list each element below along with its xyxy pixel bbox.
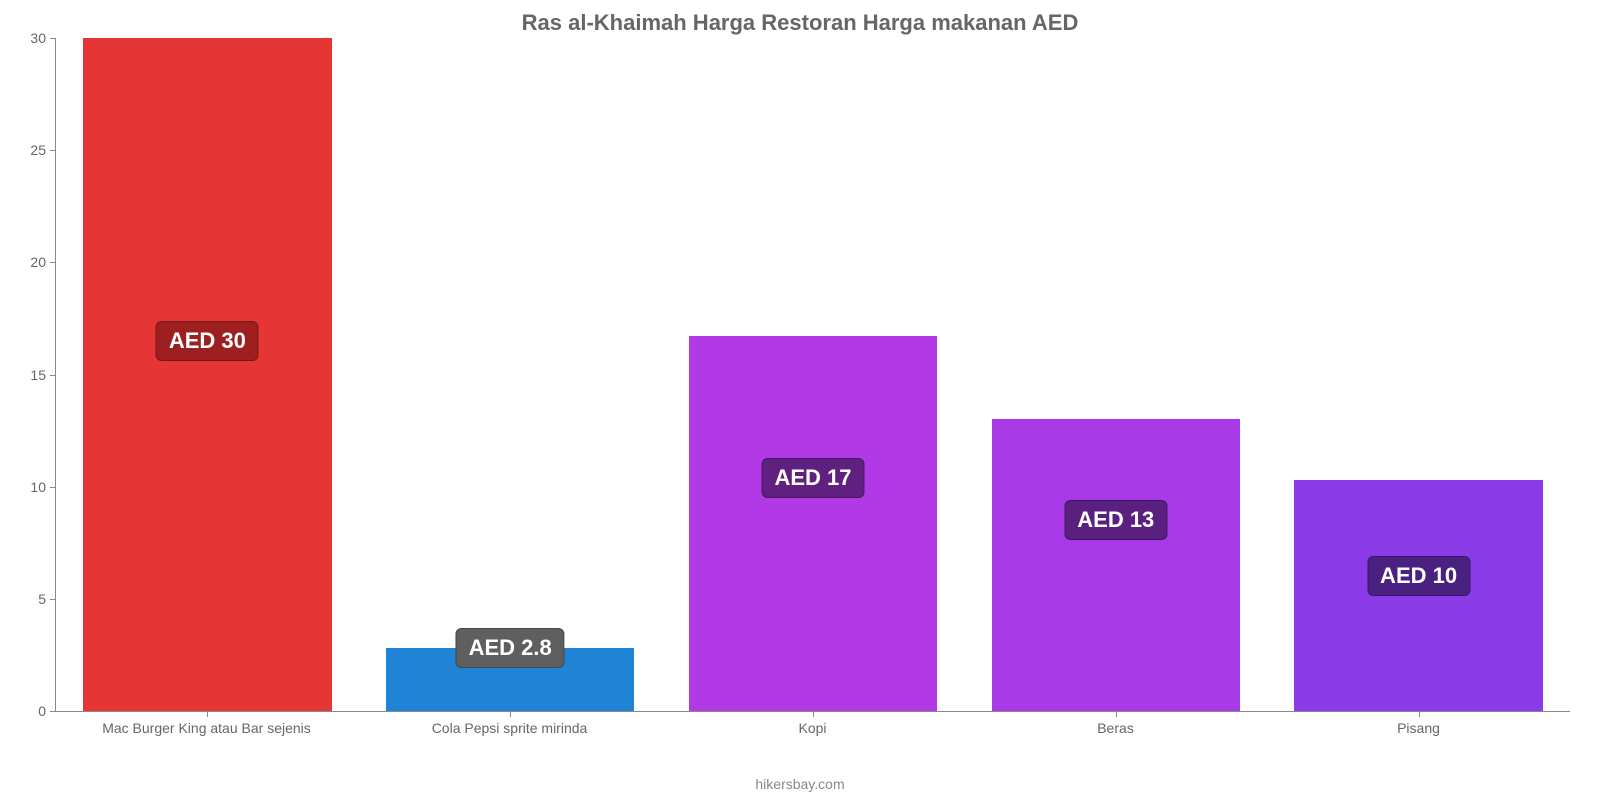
bar-slot: AED 13 bbox=[964, 38, 1267, 711]
value-badge: AED 17 bbox=[761, 458, 864, 498]
bar-slot: AED 30 bbox=[56, 38, 359, 711]
bar bbox=[992, 419, 1240, 711]
value-badge: AED 30 bbox=[156, 321, 259, 361]
y-tick-label: 25 bbox=[30, 142, 56, 158]
bars-row: AED 30 AED 2.8 AED 17 AED 13 AED 10 bbox=[56, 38, 1570, 711]
footer-credit: hikersbay.com bbox=[0, 776, 1600, 792]
chart-area: AED 30AED 2.8AED 17AED 13AED 10 05101520… bbox=[55, 38, 1570, 740]
x-tick bbox=[510, 711, 511, 717]
y-tick-label: 0 bbox=[38, 703, 56, 719]
y-tick-label: 30 bbox=[30, 30, 56, 46]
y-tick-label: 10 bbox=[30, 479, 56, 495]
y-tick-label: 20 bbox=[30, 254, 56, 270]
value-badge: AED 10 bbox=[1367, 556, 1470, 596]
value-badge: AED 2.8 bbox=[456, 628, 565, 668]
bar-slot: AED 10 bbox=[1267, 38, 1570, 711]
bar bbox=[689, 336, 937, 711]
bar-slot: AED 2.8 bbox=[359, 38, 662, 711]
x-tick bbox=[207, 711, 208, 717]
value-badge: AED 13 bbox=[1064, 500, 1167, 540]
chart-title: Ras al-Khaimah Harga Restoran Harga maka… bbox=[0, 0, 1600, 36]
x-label-slot: Beras bbox=[964, 712, 1267, 740]
y-tick-label: 15 bbox=[30, 367, 56, 383]
x-tick bbox=[1116, 711, 1117, 717]
x-label-slot: Pisang bbox=[1267, 712, 1570, 740]
x-label-slot: Kopi bbox=[661, 712, 964, 740]
x-tick bbox=[1419, 711, 1420, 717]
x-axis-labels: Mac Burger King atau Bar sejenisCola Pep… bbox=[55, 712, 1570, 740]
y-tick-label: 5 bbox=[38, 591, 56, 607]
x-label-slot: Cola Pepsi sprite mirinda bbox=[358, 712, 661, 740]
plot-area: AED 30AED 2.8AED 17AED 13AED 10 05101520… bbox=[55, 38, 1570, 712]
bar bbox=[83, 38, 331, 711]
x-tick bbox=[813, 711, 814, 717]
x-label-slot: Mac Burger King atau Bar sejenis bbox=[55, 712, 358, 740]
bar-slot: AED 17 bbox=[662, 38, 965, 711]
